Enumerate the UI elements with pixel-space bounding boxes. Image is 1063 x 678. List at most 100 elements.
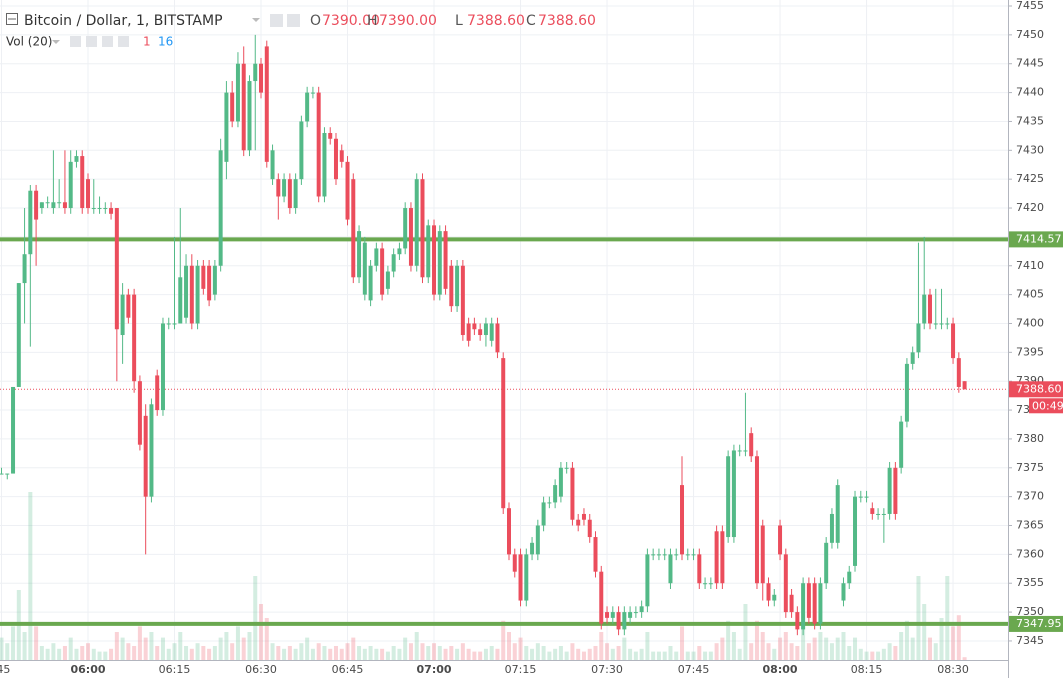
- volume-bar: [166, 648, 171, 660]
- settings-icon[interactable]: [86, 36, 97, 47]
- candle-body: [927, 294, 932, 324]
- volume-bar: [39, 646, 44, 660]
- candle-body: [189, 265, 194, 324]
- volume-bar: [432, 643, 437, 660]
- candle-body: [789, 594, 794, 613]
- candle-body: [218, 150, 223, 266]
- candle-body: [68, 161, 73, 209]
- candle-body: [703, 583, 708, 585]
- settings-icon[interactable]: [270, 14, 283, 27]
- candle-body: [766, 583, 771, 601]
- candle-body: [259, 63, 264, 93]
- volume-bar: [230, 643, 235, 660]
- candle-body: [951, 323, 956, 359]
- volume-bar: [472, 651, 477, 660]
- y-tick-label: 7410: [1016, 259, 1044, 272]
- volume-bar: [74, 648, 79, 660]
- candle-body: [86, 179, 91, 209]
- volume-bar: [812, 637, 817, 660]
- volume-bar: [22, 632, 27, 660]
- volume-bar: [731, 632, 736, 660]
- volume-title: Vol (20): [6, 35, 52, 49]
- candle-body: [841, 583, 846, 601]
- symbol-icon[interactable]: [6, 13, 18, 25]
- volume-bar: [449, 646, 454, 660]
- candle-body: [680, 485, 685, 555]
- volume-bar: [333, 646, 338, 660]
- volume-bar: [962, 657, 967, 660]
- candle-body: [778, 525, 783, 555]
- settings-icon[interactable]: [102, 36, 113, 47]
- candle-body: [535, 525, 540, 555]
- candle-body: [506, 508, 511, 555]
- candle-body: [870, 508, 875, 514]
- candle-body: [449, 265, 454, 307]
- volume-bar: [339, 648, 344, 660]
- volume-bar: [224, 632, 229, 660]
- volume-bar: [86, 643, 91, 660]
- volume-bar: [5, 643, 10, 660]
- dropdown-arrow[interactable]: [52, 40, 60, 44]
- settings-icon[interactable]: [118, 36, 129, 47]
- candle-body: [322, 132, 327, 197]
- y-tick-label: 7365: [1016, 519, 1044, 532]
- candle-body: [351, 179, 356, 278]
- candle-body: [333, 138, 338, 180]
- volume-bar: [910, 637, 915, 660]
- candle-body: [835, 485, 840, 543]
- ohlc-key: L: [455, 13, 463, 29]
- price-axis: [1008, 0, 1063, 678]
- ohlc-legend: O 7390.00H 7390.00 L 7388.60 C 7388.60: [310, 13, 596, 29]
- candle-body: [576, 519, 581, 526]
- volume-bar: [691, 651, 696, 660]
- volume-bar: [553, 648, 558, 660]
- candle-body: [39, 202, 44, 209]
- volume-bar: [397, 648, 402, 660]
- volume-bar: [858, 648, 863, 660]
- volume-bar: [68, 637, 73, 660]
- y-tick-label: 7360: [1016, 547, 1044, 560]
- volume-bar: [927, 637, 932, 660]
- settings-icon[interactable]: [287, 14, 300, 27]
- candle-body: [962, 381, 967, 390]
- y-tick-label: 7435: [1016, 114, 1044, 127]
- candle-body: [282, 179, 287, 197]
- volume-bar: [345, 643, 350, 660]
- candle-body: [0, 473, 4, 475]
- candle-body: [339, 150, 344, 162]
- volume-bar: [547, 651, 552, 660]
- volume-bar: [904, 620, 909, 660]
- y-tick-label: 7355: [1016, 576, 1044, 589]
- candle-body: [109, 208, 114, 214]
- candle-body: [853, 496, 858, 566]
- candle-body: [437, 231, 442, 295]
- candle-body: [166, 323, 171, 325]
- settings-icon[interactable]: [70, 36, 81, 47]
- candle-body: [610, 612, 615, 618]
- candle-body: [945, 323, 950, 325]
- y-tick-label: 7375: [1016, 461, 1044, 474]
- dropdown-arrow[interactable]: [252, 18, 260, 22]
- candle-body: [564, 467, 569, 469]
- volume-bar: [322, 646, 327, 660]
- y-tick-label: 7350: [1016, 605, 1044, 618]
- volume-bar: [881, 648, 886, 660]
- candle-body: [720, 531, 725, 584]
- ohlc-value: 7388.60: [467, 13, 525, 29]
- x-tick-label: 07:00: [417, 663, 452, 676]
- candle-body: [864, 496, 869, 498]
- candle-body: [726, 456, 731, 538]
- candle-body: [426, 225, 431, 278]
- candle-body: [916, 323, 921, 353]
- y-tick-label: 7345: [1016, 634, 1044, 647]
- volume-bar: [870, 651, 875, 660]
- candle-body: [772, 594, 777, 601]
- candle-body: [45, 202, 50, 204]
- candle-body: [466, 323, 471, 341]
- volume-bar: [737, 648, 742, 660]
- y-tick-label: 7450: [1016, 28, 1044, 41]
- ohlc-value: 7390.00: [322, 13, 380, 29]
- candle-body: [132, 294, 137, 382]
- candle-body: [760, 525, 765, 584]
